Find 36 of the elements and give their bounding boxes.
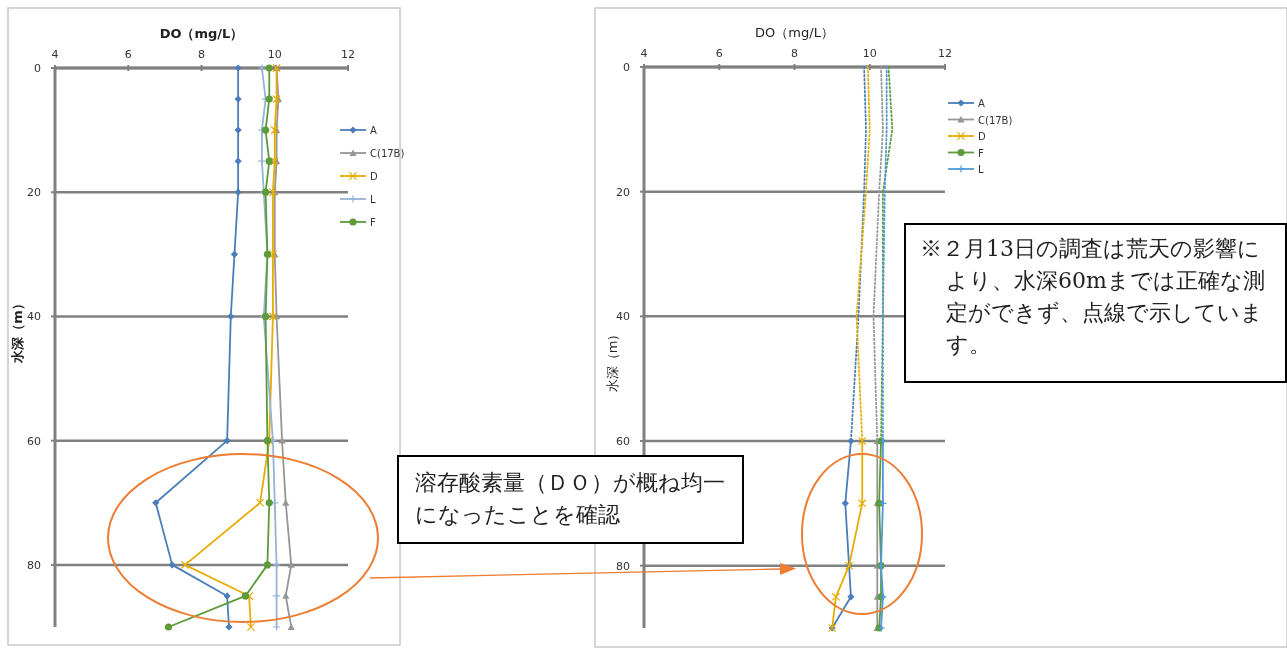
y-tick-label: 80 [27,558,41,572]
x-tick-label: 10 [862,47,877,60]
x-tick-label: 4 [51,48,59,61]
legend-label: C(17B) [978,114,1013,126]
legend-label: D [370,171,378,182]
annotation: 溶存酸素量（ＤＯ）が概ね均一になったことを確認 [397,455,744,544]
y-tick-label: 60 [27,434,41,448]
x-tick-label: 12 [938,47,952,60]
legend-label: L [370,194,376,205]
y-tick-label: 40 [27,310,41,324]
x-axis-title: DO（mg/L） [755,25,834,40]
legend-label: D [978,131,986,142]
x-tick-label: 8 [791,47,798,60]
x-axis-title: DO（mg/L） [159,26,244,41]
x-tick-label: 6 [124,48,132,61]
x-tick-label: 8 [198,48,205,61]
legend-label: F [370,217,376,228]
y-tick-label: 60 [616,435,630,448]
y-axis-title: 水深（m） [10,297,25,364]
y-tick-label: 40 [616,310,630,324]
legend-label: F [978,147,984,159]
legend-label: A [370,125,377,136]
y-axis-title: 水深（m） [605,327,620,393]
y-tick-label: 0 [34,62,41,75]
y-tick-label: 80 [616,559,630,573]
legend-label: L [978,164,984,175]
y-tick-label: 20 [27,186,41,200]
x-tick-label: 6 [715,47,723,60]
legend-label: A [978,98,985,109]
x-tick-label: 12 [341,48,355,61]
y-tick-label: 0 [623,61,630,74]
legend-label: C(17B) [370,148,405,159]
annotation: ※２月13日の調査は荒天の影響により、水深60mまでは正確な測定ができず、点線で示しています。 [904,223,1287,383]
x-tick-label: 4 [640,47,648,60]
x-tick-label: 10 [267,48,282,61]
y-tick-label: 20 [616,185,630,199]
